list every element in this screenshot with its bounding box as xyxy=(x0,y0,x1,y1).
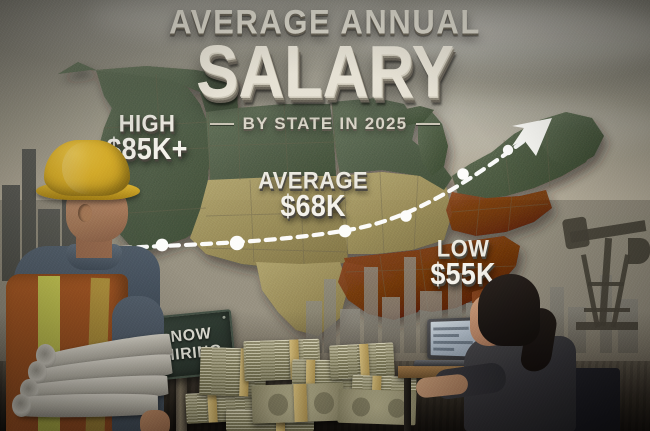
map-region-michigan xyxy=(418,112,448,176)
businesswoman xyxy=(415,272,620,431)
pumpjack-cross-brace xyxy=(584,308,630,312)
pumpjack-horse-head xyxy=(628,238,650,264)
callout-low-label: LOW xyxy=(436,234,490,263)
trend-marker xyxy=(229,235,245,251)
pumpjack-cross-brace xyxy=(588,282,624,286)
cash-band xyxy=(293,383,308,423)
subtitle-dash-right xyxy=(416,123,441,126)
title-block: AVERAGE ANNUAL SALARY BY STATE IN 2025 xyxy=(0,1,650,134)
map-region-great-lakes xyxy=(332,98,452,190)
map-region-northwest xyxy=(96,66,238,142)
sign-post xyxy=(176,366,187,431)
cloud-band xyxy=(360,4,650,68)
bill-portrait-oval xyxy=(267,393,289,417)
cash-band xyxy=(359,343,370,379)
map-region-mountain xyxy=(206,104,336,180)
map-region-plains xyxy=(190,176,348,268)
worker-hand xyxy=(140,410,170,431)
skyline-building xyxy=(22,149,36,281)
map-region-new-england xyxy=(540,112,604,168)
callout-average: AVERAGE $68K xyxy=(240,166,386,224)
map-region-upper-peninsula xyxy=(392,106,434,126)
map-region-west xyxy=(58,62,210,250)
trend-marker xyxy=(457,168,469,180)
callout-average-value: $68K xyxy=(280,189,346,224)
page-eyebrow: AVERAGE ANNUAL xyxy=(169,1,481,42)
trend-marker xyxy=(502,144,514,156)
callout-high-label: HIGH xyxy=(118,109,176,138)
oil-pumpjack-icon xyxy=(561,208,650,330)
trend-marker xyxy=(338,224,352,238)
bill-portrait-oval xyxy=(313,391,335,415)
skyline-building xyxy=(2,185,20,281)
cash-bundle xyxy=(329,342,395,380)
desk-leg xyxy=(404,378,411,431)
trend-marker xyxy=(155,238,169,252)
trend-arrowhead xyxy=(512,118,552,156)
map-region-midwest xyxy=(338,172,452,254)
bill-portrait-oval xyxy=(351,397,371,417)
subtitle-dash-left xyxy=(209,123,234,126)
page-title: SALARY xyxy=(196,31,454,114)
worker-ear xyxy=(78,204,92,222)
blueprint-roll-end xyxy=(12,394,31,417)
subtitle-text: BY STATE IN 2025 xyxy=(242,114,408,134)
sign-screw xyxy=(222,315,226,319)
businesswoman-hair xyxy=(478,274,540,346)
map-region-mid-atlantic xyxy=(446,190,552,236)
page-subtitle: BY STATE IN 2025 xyxy=(209,114,441,134)
trend-marker xyxy=(400,210,412,222)
cash-band xyxy=(207,392,218,423)
money-stack-icon xyxy=(185,336,417,431)
cloud-band xyxy=(430,52,650,92)
callout-average-label: AVERAGE xyxy=(258,166,368,195)
construction-worker xyxy=(0,128,174,431)
hard-hat-highlight xyxy=(62,142,110,194)
cash-bundle-face xyxy=(251,382,345,424)
pumpjack-counterweight xyxy=(561,216,591,250)
hard-hat-icon xyxy=(44,140,130,196)
pumpjack-base xyxy=(576,322,638,330)
blueprint-roll-icon xyxy=(17,392,159,419)
